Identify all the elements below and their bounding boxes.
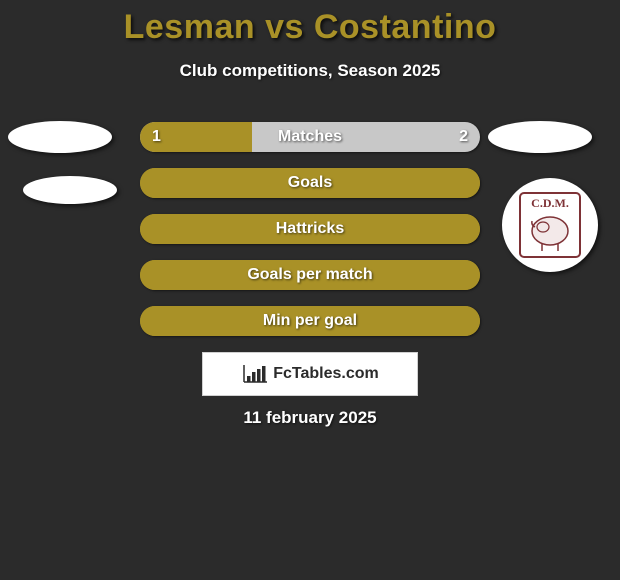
stat-row-label: Hattricks — [140, 214, 480, 244]
stat-row: Goals — [140, 168, 480, 198]
stat-value-left: 1 — [152, 122, 161, 152]
subtitle: Club competitions, Season 2025 — [0, 61, 620, 81]
stat-row-label: Min per goal — [140, 306, 480, 336]
stats-rows: Matches1 2 Goals Hattricks Goals per match Mi… — [140, 122, 480, 352]
avatar-top_left — [8, 121, 112, 153]
stat-row: Goals per match — [140, 260, 480, 290]
date-text: 11 february 2025 — [0, 408, 620, 428]
club-logo-svg: C.D.M. — [507, 183, 593, 267]
chart-icon — [241, 363, 269, 385]
stat-row-label: Goals per match — [140, 260, 480, 290]
avatar-mid_left — [23, 176, 117, 204]
avatar-top_right — [488, 121, 592, 153]
stat-row: Min per goal — [140, 306, 480, 336]
badge-text: FcTables.com — [273, 365, 379, 383]
source-badge: FcTables.com — [202, 352, 418, 396]
stat-row: Matches1 2 — [140, 122, 480, 152]
page-title: Lesman vs Costantino — [0, 0, 620, 47]
club-logo-letters: C.D.M. — [531, 196, 569, 210]
stat-value-right: 2 — [459, 122, 468, 152]
stat-row-label: Goals — [140, 168, 480, 198]
stat-row: Hattricks — [140, 214, 480, 244]
club-logo: C.D.M. — [502, 178, 598, 272]
stat-row-label: Matches — [140, 122, 480, 152]
